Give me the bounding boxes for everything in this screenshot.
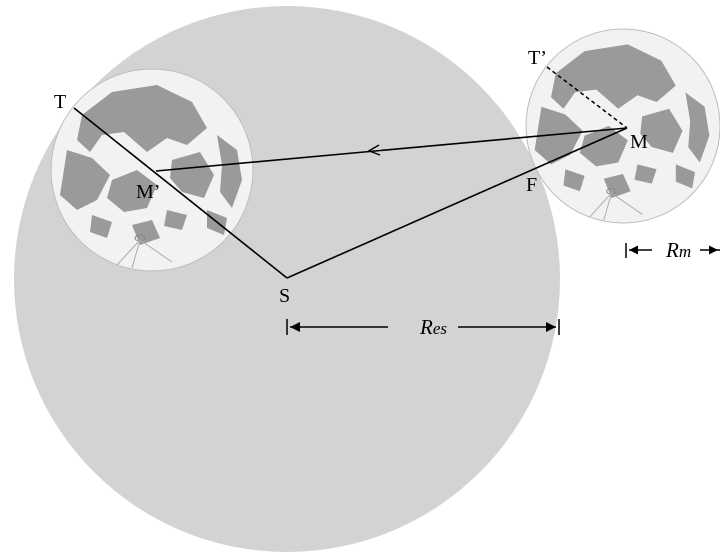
label-t-prime: T’ bbox=[528, 47, 547, 69]
label-m: M bbox=[630, 131, 648, 153]
label-r-es: Res bbox=[419, 315, 447, 339]
dashed-line-t-prime-to-m bbox=[546, 66, 628, 129]
label-s: S bbox=[279, 285, 290, 307]
r-es-dimension bbox=[286, 319, 560, 335]
direction-arrowhead bbox=[367, 144, 381, 156]
label-t: T bbox=[54, 91, 66, 113]
line-t-to-s bbox=[73, 107, 288, 279]
label-m-prime: M’ bbox=[136, 181, 160, 203]
line-s-to-m bbox=[286, 127, 628, 279]
label-f: F bbox=[526, 174, 537, 196]
moon-position-m bbox=[525, 28, 720, 224]
label-r-m: Rm bbox=[665, 238, 691, 262]
r-m-dimension bbox=[625, 243, 720, 258]
line-m-to-m-prime bbox=[155, 127, 628, 172]
